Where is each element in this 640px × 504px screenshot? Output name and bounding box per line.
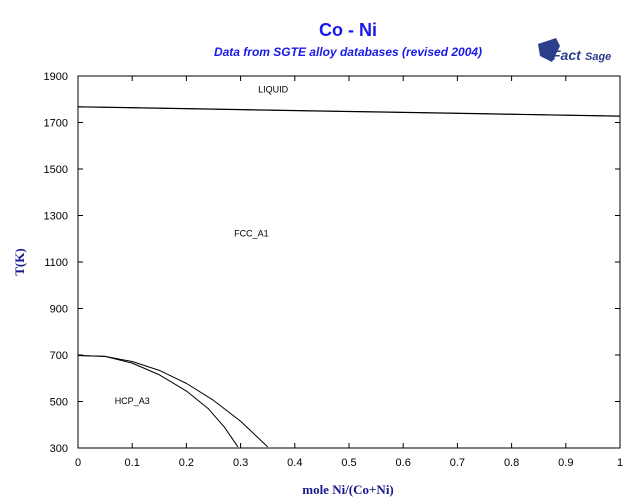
x-tick-label: 0.2 <box>179 457 194 469</box>
y-tick-label: 700 <box>50 350 68 362</box>
phase-region-label: FCC_A1 <box>234 228 269 238</box>
logo-text-fact: Fact <box>552 47 582 63</box>
x-axis: 0 0.1 0.2 0.3 0.4 0.5 0.6 0.7 0.8 0.9 1 <box>75 76 623 469</box>
factsage-logo: Fact Sage <box>538 38 611 63</box>
logo-emblem-icon <box>538 38 560 62</box>
y-tick-label: 1100 <box>44 257 68 269</box>
y-axis: 300 500 700 900 1100 1300 1500 1700 1900 <box>44 71 620 455</box>
y-tick-label: 1900 <box>44 71 68 83</box>
x-tick-label: 1 <box>617 457 623 469</box>
y-tick-label: 1700 <box>44 118 68 130</box>
logo-text-sage: Sage <box>585 51 611 63</box>
y-tick-label: 1300 <box>44 211 68 223</box>
phase-region-label: LIQUID <box>258 84 289 94</box>
y-tick-label: 300 <box>50 443 68 455</box>
x-tick-label: 0.8 <box>504 457 519 469</box>
chart-subtitle: Data from SGTE alloy databases (revised … <box>214 45 482 59</box>
x-tick-label: 0.3 <box>233 457 248 469</box>
phase-boundary-line-4 <box>77 354 239 448</box>
y-tick-label: 900 <box>50 304 68 316</box>
phase-region-label: HCP_A3 <box>115 396 150 406</box>
x-tick-label: 0.9 <box>558 457 573 469</box>
phase-boundaries <box>77 106 621 448</box>
y-tick-label: 500 <box>50 397 68 409</box>
x-tick-label: 0.4 <box>287 457 302 469</box>
y-tick-label: 1500 <box>44 164 68 176</box>
x-tick-label: 0.7 <box>450 457 465 469</box>
plot-frame <box>77 75 621 449</box>
phase-boundary-line-2 <box>77 106 621 117</box>
x-tick-label: 0.1 <box>125 457 140 469</box>
y-axis-label: T(K) <box>12 248 27 275</box>
x-axis-label: mole Ni/(Co+Ni) <box>302 482 394 497</box>
phase-boundary-line-3 <box>77 354 269 448</box>
x-tick-label: 0 <box>75 457 81 469</box>
chart-title: Co - Ni <box>319 20 377 40</box>
x-tick-label: 0.5 <box>341 457 356 469</box>
x-tick-label: 0.6 <box>396 457 411 469</box>
phase-region-labels: LIQUID FCC_A1 HCP_A3 <box>115 84 289 406</box>
